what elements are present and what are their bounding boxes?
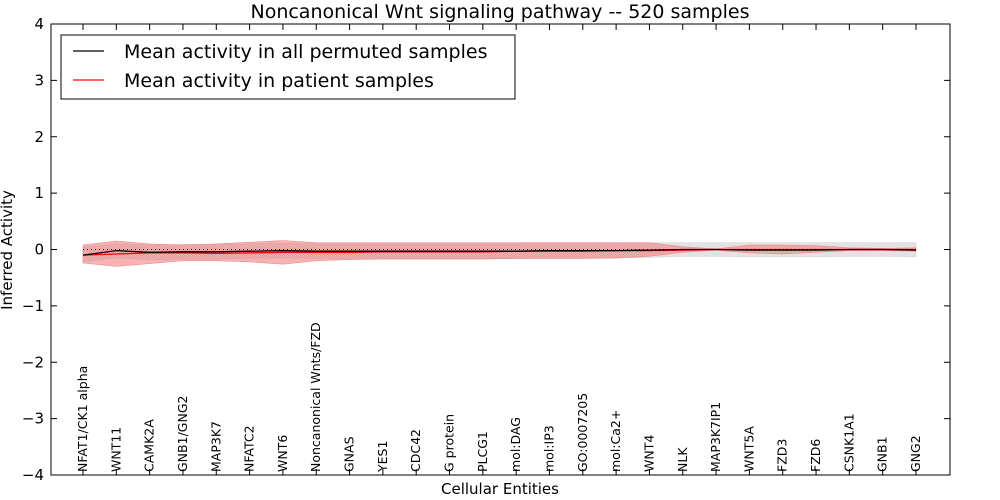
- x-category-label: GNG2: [908, 435, 923, 472]
- x-category-label: WNT4: [641, 435, 656, 472]
- x-category-label: mol:Ca2+: [608, 410, 623, 472]
- x-category-label: CAMK2A: [142, 419, 157, 472]
- x-category-label: WNT5A: [741, 426, 756, 472]
- x-category-label: MAP3K7: [208, 421, 223, 472]
- legend-label-patient: Mean activity in patient samples: [124, 70, 434, 92]
- x-category-label: MAP3K7IP1: [708, 402, 723, 472]
- chart-title: Noncanonical Wnt signaling pathway -- 52…: [250, 1, 749, 23]
- x-category-label: WNT6: [275, 435, 290, 472]
- y-tick-label: 1: [34, 184, 44, 202]
- y-tick-label: 3: [34, 71, 44, 89]
- y-tick-label: 4: [34, 15, 44, 33]
- y-tick-label: −1: [22, 297, 44, 315]
- x-category-label: GNB1/GNG2: [175, 396, 190, 472]
- x-category-label: NFATC2: [242, 425, 257, 472]
- y-tick-label: −4: [22, 466, 44, 484]
- legend-box: [60, 34, 516, 100]
- band-patient: [82, 240, 917, 267]
- x-category-label: mol:IP3: [542, 425, 557, 472]
- y-tick-label: −2: [22, 353, 44, 371]
- x-category-label: NLK: [675, 447, 690, 472]
- legend: Mean activity in all permuted samples Mea…: [60, 34, 516, 100]
- x-category-label: Noncanonical Wnts/FZD: [308, 322, 323, 472]
- x-category-label: YES1: [375, 441, 390, 473]
- x-category-label: FZD3: [775, 439, 790, 472]
- y-tick-label: 0: [34, 241, 44, 259]
- legend-label-permuted: Mean activity in all permuted samples: [124, 41, 487, 63]
- x-category-label: NFAT1/CK1 alpha: [75, 366, 90, 472]
- x-category-label: GNB1: [875, 436, 890, 472]
- x-category-label: GNAS: [342, 436, 357, 472]
- x-category-label: FZD6: [808, 439, 823, 472]
- confidence-bands: [82, 240, 917, 267]
- x-category-label: mol:DAG: [508, 417, 523, 472]
- y-axis-label: Inferred Activity: [0, 190, 16, 310]
- x-category-label: G protein: [442, 414, 457, 472]
- y-tick-label: 2: [34, 128, 44, 146]
- x-category-label: CDC42: [408, 429, 423, 472]
- x-category-label: WNT11: [108, 427, 123, 472]
- x-axis-label: Cellular Entities: [441, 480, 559, 498]
- series-lines: [82, 248, 917, 256]
- y-tick-label: −3: [22, 410, 44, 428]
- y-axis-ticks: 4 3 2 1 0 −1 −2 −3 −4: [22, 15, 950, 484]
- x-category-label: CSNK1A1: [841, 413, 856, 472]
- line-permuted: [82, 248, 917, 256]
- x-axis-category-labels: NFAT1/CK1 alpha WNT11 CAMK2A GNB1/GNG2 MAP3K…: [75, 24, 923, 475]
- x-category-label: GO:0007205: [575, 393, 590, 472]
- x-category-label: PLCG1: [475, 431, 490, 472]
